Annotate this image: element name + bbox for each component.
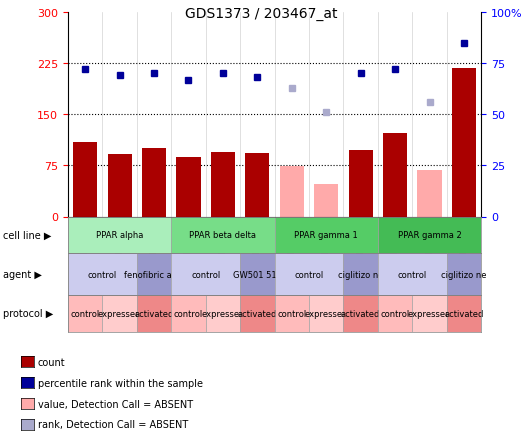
Text: activated: activated	[134, 309, 174, 318]
Text: control: control	[397, 270, 427, 279]
Text: expressed: expressed	[304, 309, 348, 318]
Text: activated: activated	[237, 309, 277, 318]
Bar	[211, 152, 235, 217]
Text: GDS1373 / 203467_at: GDS1373 / 203467_at	[185, 7, 338, 20]
Text: cell line ▶: cell line ▶	[3, 230, 51, 240]
Bar	[245, 154, 269, 217]
Text: GW501 516: GW501 516	[233, 270, 282, 279]
Bar	[349, 150, 373, 217]
Text: control: control	[294, 270, 324, 279]
Text: count: count	[38, 357, 65, 367]
Text: control: control	[380, 309, 410, 318]
Bar	[383, 134, 407, 217]
Text: control: control	[88, 270, 117, 279]
Text: control: control	[191, 270, 220, 279]
Text: control: control	[71, 309, 100, 318]
Bar	[176, 157, 200, 217]
Text: PPAR alpha: PPAR alpha	[96, 231, 143, 240]
Text: expressed: expressed	[408, 309, 451, 318]
Text: fenofibric acid: fenofibric acid	[124, 270, 184, 279]
Text: control: control	[277, 309, 306, 318]
Text: PPAR gamma 2: PPAR gamma 2	[397, 231, 461, 240]
Text: agent ▶: agent ▶	[3, 270, 41, 279]
Text: PPAR gamma 1: PPAR gamma 1	[294, 231, 358, 240]
Bar	[314, 184, 338, 217]
Bar	[452, 69, 476, 217]
Text: expressed: expressed	[201, 309, 245, 318]
Text: ciglitizo ne: ciglitizo ne	[441, 270, 487, 279]
Text: protocol ▶: protocol ▶	[3, 309, 53, 319]
Text: activated: activated	[341, 309, 380, 318]
Text: activated: activated	[444, 309, 484, 318]
Bar	[280, 167, 304, 217]
Text: rank, Detection Call = ABSENT: rank, Detection Call = ABSENT	[38, 420, 188, 429]
Text: percentile rank within the sample: percentile rank within the sample	[38, 378, 202, 388]
Text: expressed: expressed	[98, 309, 141, 318]
Text: control: control	[174, 309, 203, 318]
Bar	[73, 142, 97, 217]
Text: value, Detection Call = ABSENT: value, Detection Call = ABSENT	[38, 399, 193, 408]
Bar	[142, 149, 166, 217]
Bar	[108, 155, 132, 217]
Text: ciglitizo ne: ciglitizo ne	[338, 270, 383, 279]
Bar	[417, 171, 441, 217]
Text: PPAR beta delta: PPAR beta delta	[189, 231, 256, 240]
